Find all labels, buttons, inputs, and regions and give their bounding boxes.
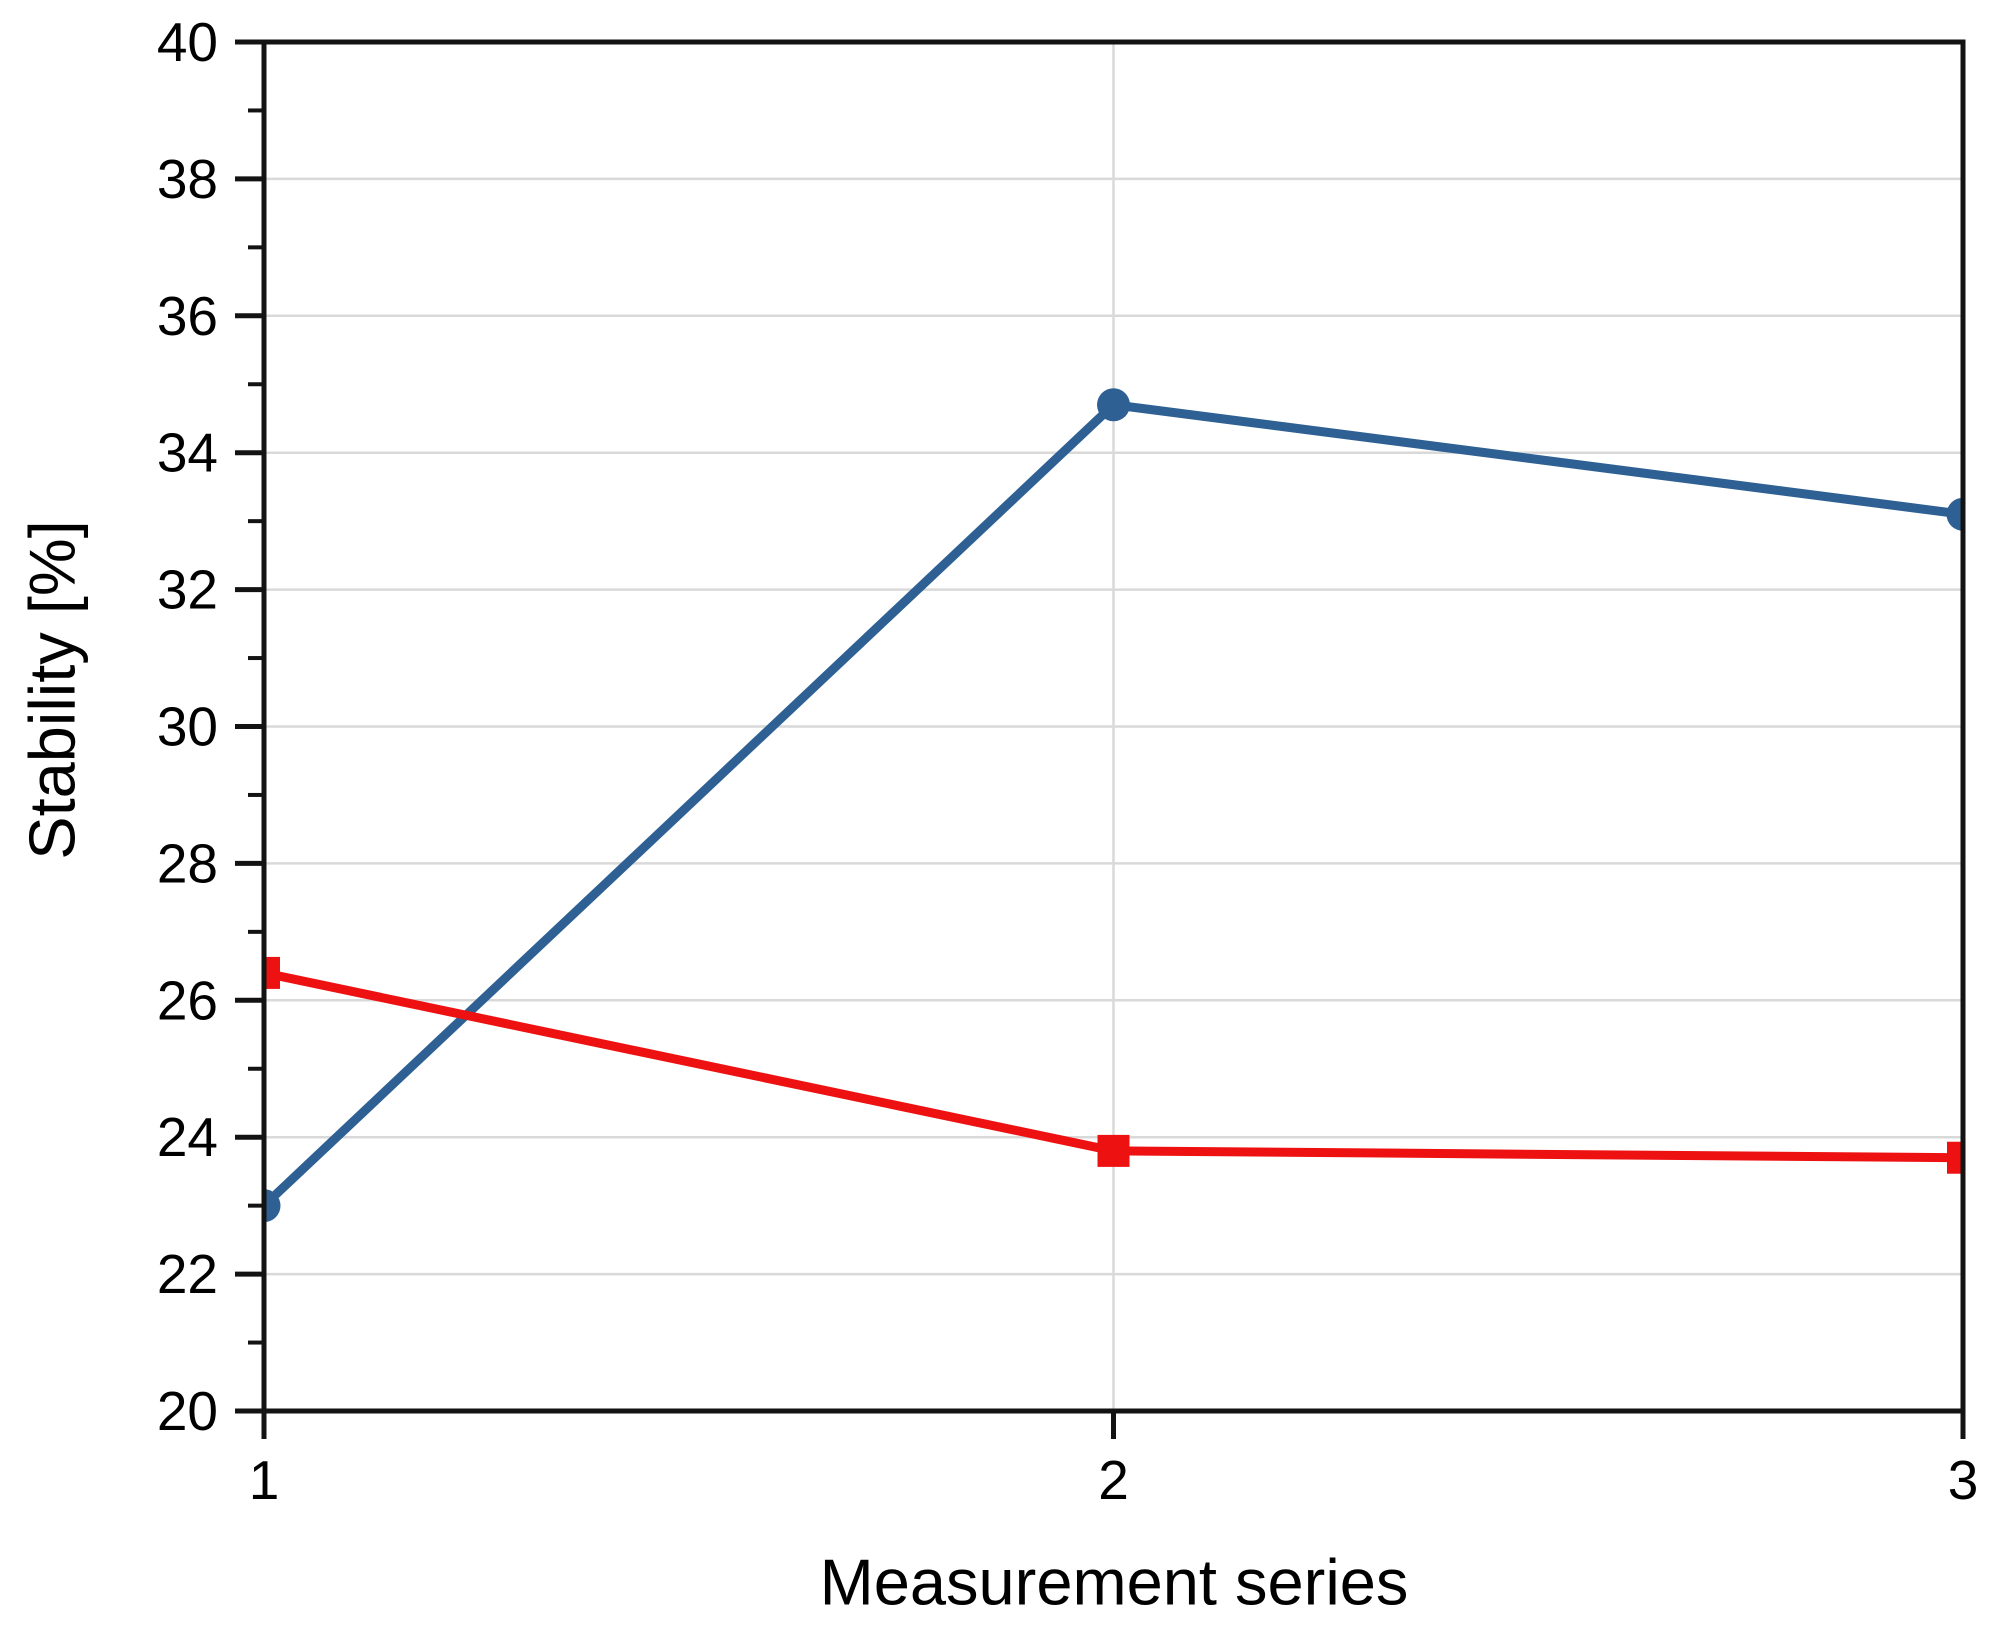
y-tick-label-28: 28 — [157, 832, 218, 894]
red-square-series — [264, 956, 1963, 1174]
y-tick-label-22: 22 — [157, 1243, 218, 1305]
x-tick-label-3: 3 — [1948, 1449, 1979, 1511]
y-tick-label-32: 32 — [157, 559, 218, 621]
major-ticks — [235, 39, 1966, 1439]
red-square-series-marker-1 — [264, 956, 280, 989]
y-tick-label-30: 30 — [157, 696, 218, 758]
series-layer — [264, 388, 1963, 1223]
y-tick-label-24: 24 — [157, 1106, 218, 1168]
minor-ticks — [248, 108, 262, 1345]
red-square-series-marker-3 — [1947, 1141, 1963, 1174]
gridlines — [264, 42, 1963, 1411]
y-tick-label-36: 36 — [157, 285, 218, 347]
y-tick-label-20: 20 — [157, 1380, 218, 1442]
blue-circle-series — [264, 388, 1963, 1223]
tick-labels: 20 22 24 26 28 30 32 34 36 38 40 1 2 3 — [157, 11, 1978, 1511]
y-tick-label-40: 40 — [157, 11, 218, 73]
x-tick-label-2: 2 — [1098, 1449, 1129, 1511]
y-axis-title: Stability [%] — [15, 520, 89, 860]
blue-circle-series-marker-1 — [264, 1189, 281, 1223]
blue-circle-series-marker-2 — [1097, 388, 1130, 422]
blue-circle-series-marker-3 — [1946, 497, 1963, 531]
y-tick-label-26: 26 — [157, 969, 218, 1031]
x-axis-title: Measurement series — [819, 1545, 1409, 1619]
red-square-series-marker-2 — [1097, 1134, 1130, 1167]
y-tick-label-34: 34 — [157, 422, 218, 484]
axis-frame — [261, 39, 1966, 1414]
y-tick-label-38: 38 — [157, 148, 218, 210]
x-tick-label-1: 1 — [249, 1449, 280, 1511]
